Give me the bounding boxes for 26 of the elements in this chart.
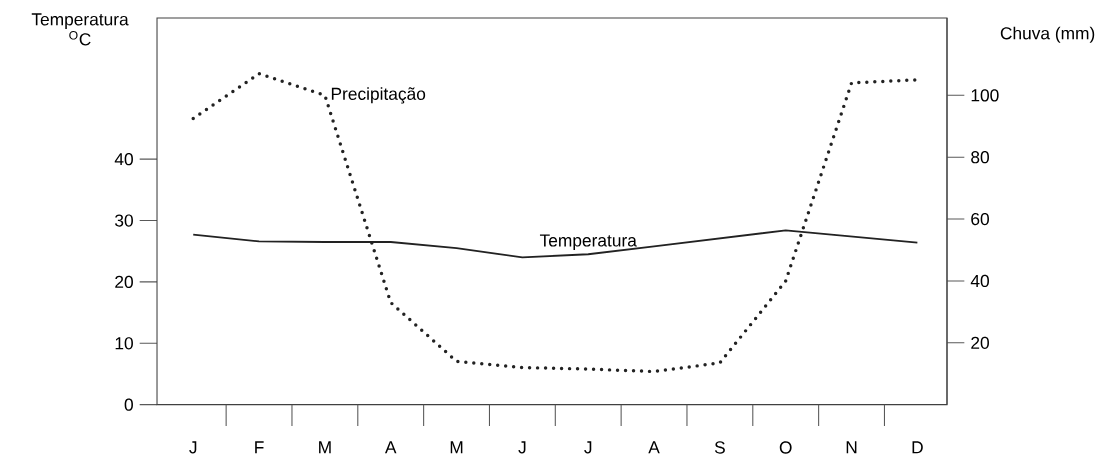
y-tick-label: 10	[115, 337, 133, 350]
y2-tick-label: 40	[970, 274, 989, 288]
y-tick-label: 30	[115, 214, 133, 227]
y-tick-label: 0	[124, 398, 133, 411]
x-tick-label: M	[450, 441, 463, 454]
y-axis-title: Temperatura $^{O}$C	[31, 13, 129, 46]
y-tick-label: 40	[114, 153, 133, 166]
y-tick-label: 20	[115, 275, 133, 289]
x-tick-label: J	[518, 441, 526, 454]
x-tick-label: A	[648, 441, 660, 454]
x-tick-label: S	[714, 441, 725, 454]
x-tick-label: D	[912, 441, 923, 454]
x-tick-label: F	[255, 441, 264, 454]
y2-axis-title: Chuva (mm)	[1000, 26, 1095, 43]
x-tick-label: N	[846, 441, 857, 454]
x-tick-label: M	[319, 441, 331, 454]
series-label: Precipitação	[331, 87, 426, 104]
y2-tick-label: 20	[971, 336, 989, 349]
x-tick-label: A	[384, 441, 397, 454]
series-label: Temperatura	[539, 234, 637, 251]
y2-tick-label: 100	[971, 89, 999, 102]
x-tick-label: O	[779, 441, 792, 454]
y2-tick-label: 60	[971, 212, 989, 226]
y2-tick-label: 80	[971, 151, 989, 164]
x-tick-label: J	[189, 441, 197, 454]
x-tick-label: J	[584, 441, 592, 454]
